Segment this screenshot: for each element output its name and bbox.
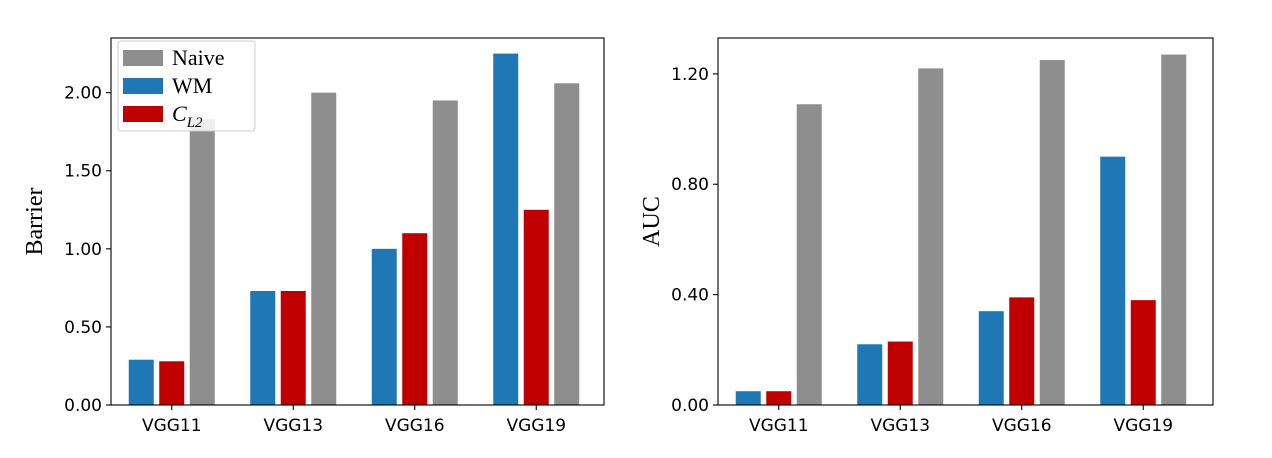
- bar-cl2-vgg11: [766, 391, 792, 405]
- bar-cl2-vgg19: [523, 209, 549, 405]
- y-tick-label: 2.00: [64, 84, 102, 104]
- bar-naive-vgg13: [311, 92, 337, 405]
- bar-cl2-vgg19: [1130, 300, 1156, 405]
- bar-wm-vgg19: [493, 53, 519, 406]
- bar-naive-vgg16: [432, 100, 458, 406]
- bar-naive-vgg13: [918, 68, 944, 405]
- bar-wm-vgg13: [250, 290, 276, 405]
- plot-frame: [717, 37, 1214, 406]
- bar-wm-vgg11: [128, 359, 154, 405]
- barrier-chart: 0.00 0.50 1.00 1.50 2.00 VGG11 VGG13 VGG16 VGG19…: [22, 37, 605, 436]
- bar-cl2-vgg16: [402, 233, 428, 405]
- bar-naive-vgg19: [1161, 54, 1187, 405]
- y-tick-label: 0.50: [64, 318, 102, 338]
- y-tick-label: 0.00: [64, 396, 102, 416]
- bar-cl2-vgg13: [887, 341, 913, 405]
- x-tick-label: VGG16: [992, 416, 1052, 436]
- y-tick-label: 1.20: [671, 65, 709, 85]
- x-tick-label: VGG19: [1113, 416, 1173, 436]
- y-tick-label: 1.00: [64, 240, 102, 260]
- legend-swatch-naive: [123, 50, 163, 66]
- bar-wm-vgg16: [978, 311, 1004, 405]
- legend-label-cl2: CL2: [172, 101, 203, 131]
- bar-cl2-vgg13: [280, 290, 306, 405]
- y-tick-label: 0.40: [671, 286, 709, 306]
- x-tick-label: VGG11: [142, 416, 202, 436]
- y-tick-label: 0.00: [671, 396, 709, 416]
- bar-wm-vgg19: [1100, 156, 1126, 405]
- bar-cl2-vgg16: [1009, 297, 1035, 405]
- y-axis-label: AUC: [639, 196, 665, 247]
- x-tick-label: VGG16: [385, 416, 445, 436]
- y-axis-label: Barrier: [22, 188, 48, 256]
- y-tick-label: 0.80: [671, 175, 709, 195]
- bar-wm-vgg13: [857, 344, 883, 405]
- legend-swatch-wm: [123, 78, 163, 94]
- legend: Naive WM CL2: [117, 40, 256, 132]
- bar-wm-vgg11: [735, 391, 761, 405]
- bar-naive-vgg16: [1039, 60, 1065, 405]
- x-tick-label: VGG13: [870, 416, 930, 436]
- bar-naive-vgg11: [189, 119, 215, 406]
- bar-cl2-vgg11: [159, 361, 185, 405]
- legend-label-naive: Naive: [172, 45, 225, 70]
- bar-naive-vgg19: [554, 83, 580, 405]
- legend-swatch-cl2: [123, 106, 163, 122]
- bar-naive-vgg11: [796, 104, 822, 406]
- auc-chart: 0.00 0.40 0.80 1.20 VGG11 VGG13 VGG16 VGG19 AUC: [639, 37, 1214, 436]
- x-tick-label: VGG13: [263, 416, 323, 436]
- bar-wm-vgg16: [371, 248, 397, 405]
- y-tick-label: 1.50: [64, 162, 102, 182]
- x-tick-label: VGG19: [506, 416, 566, 436]
- x-tick-label: VGG11: [749, 416, 809, 436]
- legend-label-wm: WM: [172, 73, 212, 98]
- plot-frame: [110, 37, 605, 406]
